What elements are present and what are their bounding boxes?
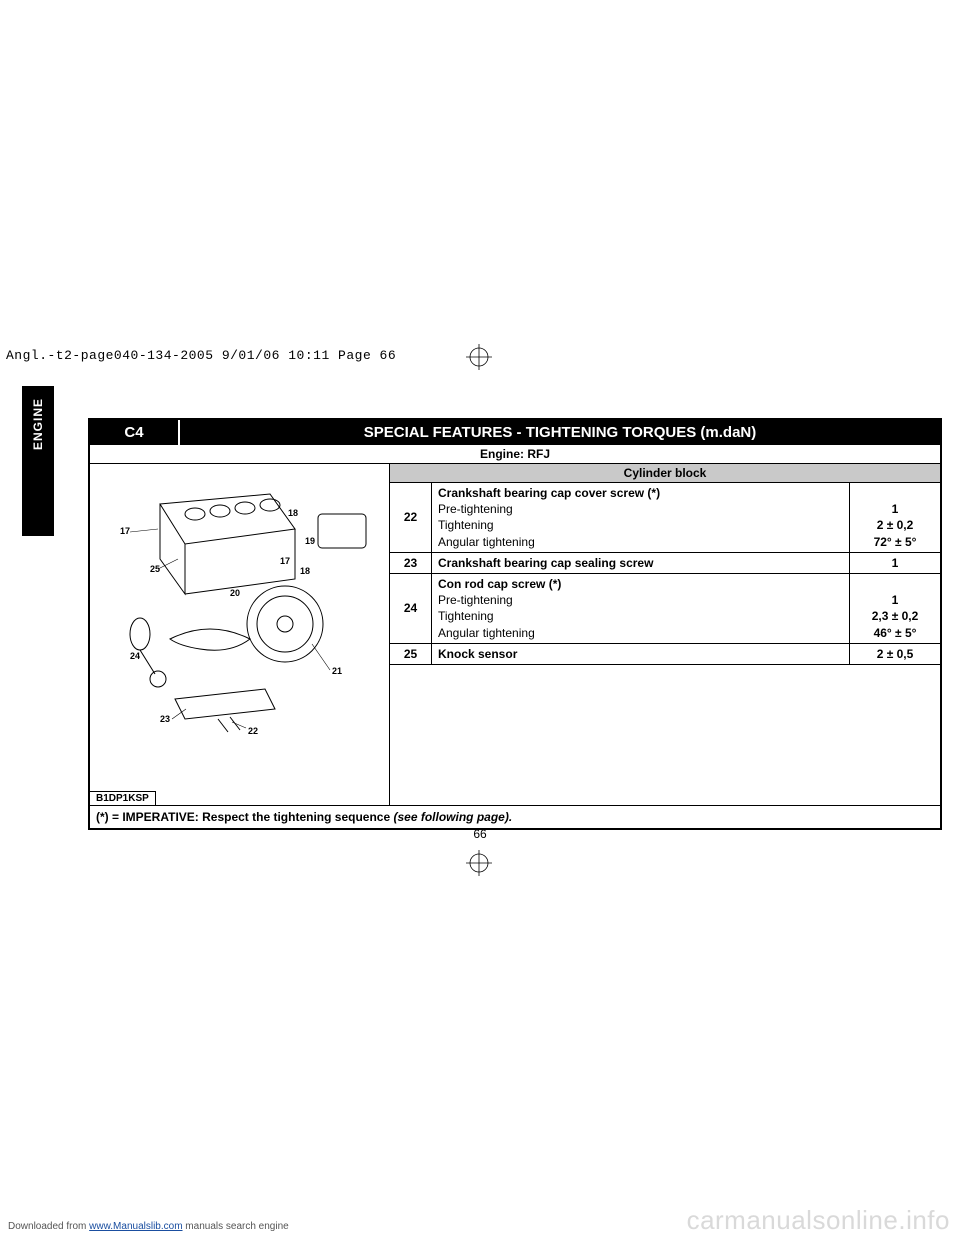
desc-bold: Crankshaft bearing cap cover screw (*) (438, 486, 660, 500)
callout-label: 17 (280, 556, 290, 566)
table-row: 25 Knock sensor 2 ± 0,5 (390, 644, 940, 665)
download-footer: Downloaded from www.Manualslib.com manua… (8, 1221, 289, 1232)
row-number: 25 (390, 644, 432, 664)
watermark: carmanualsonline.info (687, 1205, 950, 1236)
title-row: C4 SPECIAL FEATURES - TIGHTENING TORQUES… (90, 420, 940, 445)
row-description: Con rod cap screw (*) Pre-tightening Tig… (432, 574, 850, 643)
desc-line: Pre-tightening (438, 502, 513, 516)
torque-value: 1 (892, 501, 899, 517)
callout-label: 19 (305, 536, 315, 546)
row-description: Knock sensor (432, 644, 850, 664)
callout-label: 24 (130, 651, 140, 661)
row-number: 24 (390, 574, 432, 643)
desc-line: Pre-tightening (438, 593, 513, 607)
desc-line: Tightening (438, 518, 494, 532)
torque-value: 46° ± 5° (874, 625, 917, 641)
callout-label: 21 (332, 666, 342, 676)
torque-table: Cylinder block 22 Crankshaft bearing cap… (390, 464, 940, 805)
footer-note: (*) = IMPERATIVE: Respect the tightening… (90, 805, 940, 828)
row-description: Crankshaft bearing cap cover screw (*) P… (432, 483, 850, 552)
print-job-header: Angl.-t2-page040-134-2005 9/01/06 10:11 … (6, 348, 396, 363)
dl-pre: Downloaded from (8, 1221, 89, 1232)
callout-label: 18 (288, 508, 298, 518)
content-frame: C4 SPECIAL FEATURES - TIGHTENING TORQUES… (88, 418, 942, 830)
page-container: Angl.-t2-page040-134-2005 9/01/06 10:11 … (0, 0, 960, 1242)
desc-bold: Crankshaft bearing cap sealing screw (438, 556, 653, 570)
footer-note-italic: (see following page). (394, 810, 513, 824)
page-number: 66 (0, 827, 960, 841)
table-header: Cylinder block (390, 464, 940, 483)
callout-label: 18 (300, 566, 310, 576)
row-description: Crankshaft bearing cap sealing screw (432, 553, 850, 573)
table-row: 22 Crankshaft bearing cap cover screw (*… (390, 483, 940, 553)
desc-line: Angular tightening (438, 626, 535, 640)
desc-line: Tightening (438, 609, 494, 623)
dl-post: manuals search engine (183, 1221, 289, 1232)
diagram-code: B1DP1KSP (90, 791, 156, 805)
footer-note-bold: (*) = IMPERATIVE: Respect the tightening… (96, 810, 394, 824)
table-filler (390, 665, 940, 805)
exploded-diagram: 17 18 19 17 18 25 20 24 21 23 22 (90, 464, 390, 805)
torque-value: 2,3 ± 0,2 (872, 608, 919, 624)
row-values: 1 2 ± 0,2 72° ± 5° (850, 483, 940, 552)
engine-line: Engine: RFJ (90, 445, 940, 464)
body-row: 17 18 19 17 18 25 20 24 21 23 22 (90, 464, 940, 805)
crop-mark-icon (466, 344, 492, 370)
torque-value: 1 (892, 555, 899, 571)
manualslib-link[interactable]: www.Manualslib.com (89, 1221, 182, 1232)
torque-value: 1 (892, 592, 899, 608)
desc-bold: Knock sensor (438, 647, 517, 661)
table-row: 23 Crankshaft bearing cap sealing screw … (390, 553, 940, 574)
desc-bold: Con rod cap screw (*) (438, 577, 561, 591)
cylinder-block-icon: 17 18 19 17 18 25 20 24 21 23 22 (100, 474, 380, 734)
torque-value: 72° ± 5° (874, 534, 917, 550)
callout-label: 20 (230, 588, 240, 598)
callout-label: 23 (160, 714, 170, 724)
torque-value: 2 ± 0,2 (877, 517, 914, 533)
row-values: 1 (850, 553, 940, 573)
crop-mark-icon (466, 850, 492, 876)
model-code: C4 (90, 420, 180, 445)
row-values: 2 ± 0,5 (850, 644, 940, 664)
callout-label: 17 (120, 526, 130, 536)
desc-line: Angular tightening (438, 535, 535, 549)
row-number: 22 (390, 483, 432, 552)
torque-value: 2 ± 0,5 (877, 646, 914, 662)
page-title: SPECIAL FEATURES - TIGHTENING TORQUES (m… (180, 420, 940, 445)
callout-label: 22 (248, 726, 258, 734)
row-values: 1 2,3 ± 0,2 46° ± 5° (850, 574, 940, 643)
table-row: 24 Con rod cap screw (*) Pre-tightening … (390, 574, 940, 644)
section-tab-engine: ENGINE (22, 386, 54, 536)
engine-block-illustration: 17 18 19 17 18 25 20 24 21 23 22 (90, 464, 389, 744)
row-number: 23 (390, 553, 432, 573)
